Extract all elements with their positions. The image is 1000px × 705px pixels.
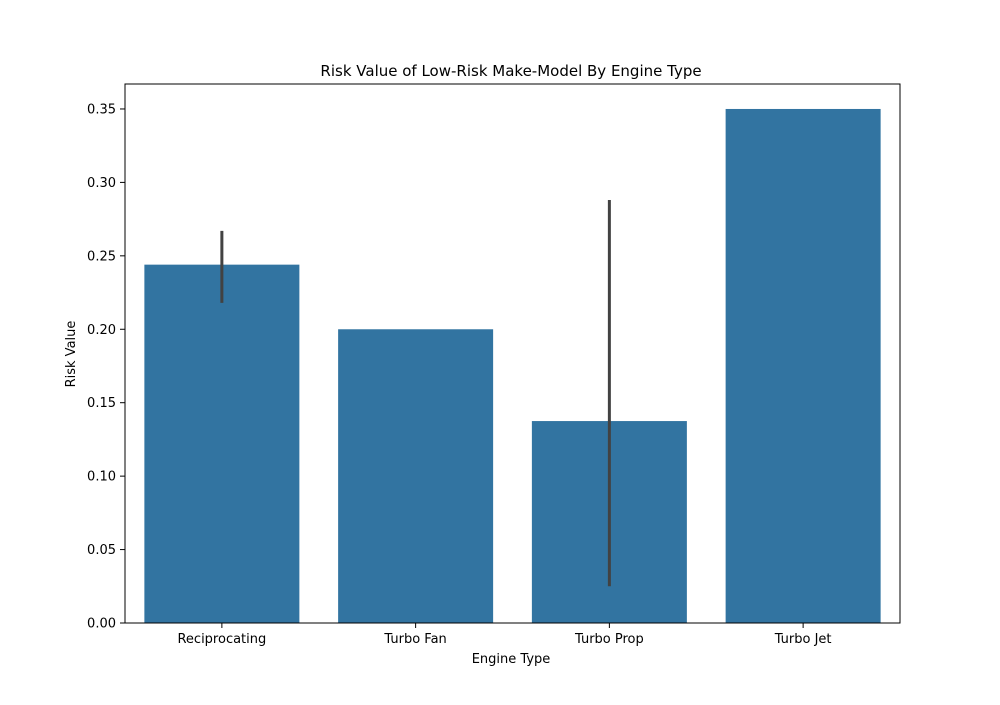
y-tick-label: 0.05 xyxy=(87,543,116,558)
y-axis-label: Risk Value xyxy=(64,321,79,388)
y-tick-label: 0.20 xyxy=(87,323,116,338)
bar-turbo-fan xyxy=(338,329,494,623)
axes-frame xyxy=(124,83,901,624)
y-tick-label: 0.00 xyxy=(87,617,116,632)
y-tick-label: 0.10 xyxy=(87,470,116,485)
y-tick-label: 0.15 xyxy=(87,396,116,411)
y-tick-label: 0.30 xyxy=(87,176,116,191)
y-tick-label: 0.35 xyxy=(87,102,116,117)
x-tick-label: Turbo Fan xyxy=(383,632,446,647)
plot-area: Reciprocating Turbo Fan Turbo Prop Turbo Je… xyxy=(87,83,901,647)
x-axis-label: Engine Type xyxy=(472,652,551,667)
y-tick-label: 0.25 xyxy=(87,249,116,264)
x-tick-label: Turbo Prop xyxy=(574,632,644,647)
x-tick-label: Reciprocating xyxy=(177,632,266,647)
x-tick-label: Turbo Jet xyxy=(774,632,832,647)
bar-turbo-jet xyxy=(725,108,881,624)
chart-title: Risk Value of Low-Risk Make-Model By Eng… xyxy=(320,62,701,80)
bar-reciprocating xyxy=(144,264,300,623)
